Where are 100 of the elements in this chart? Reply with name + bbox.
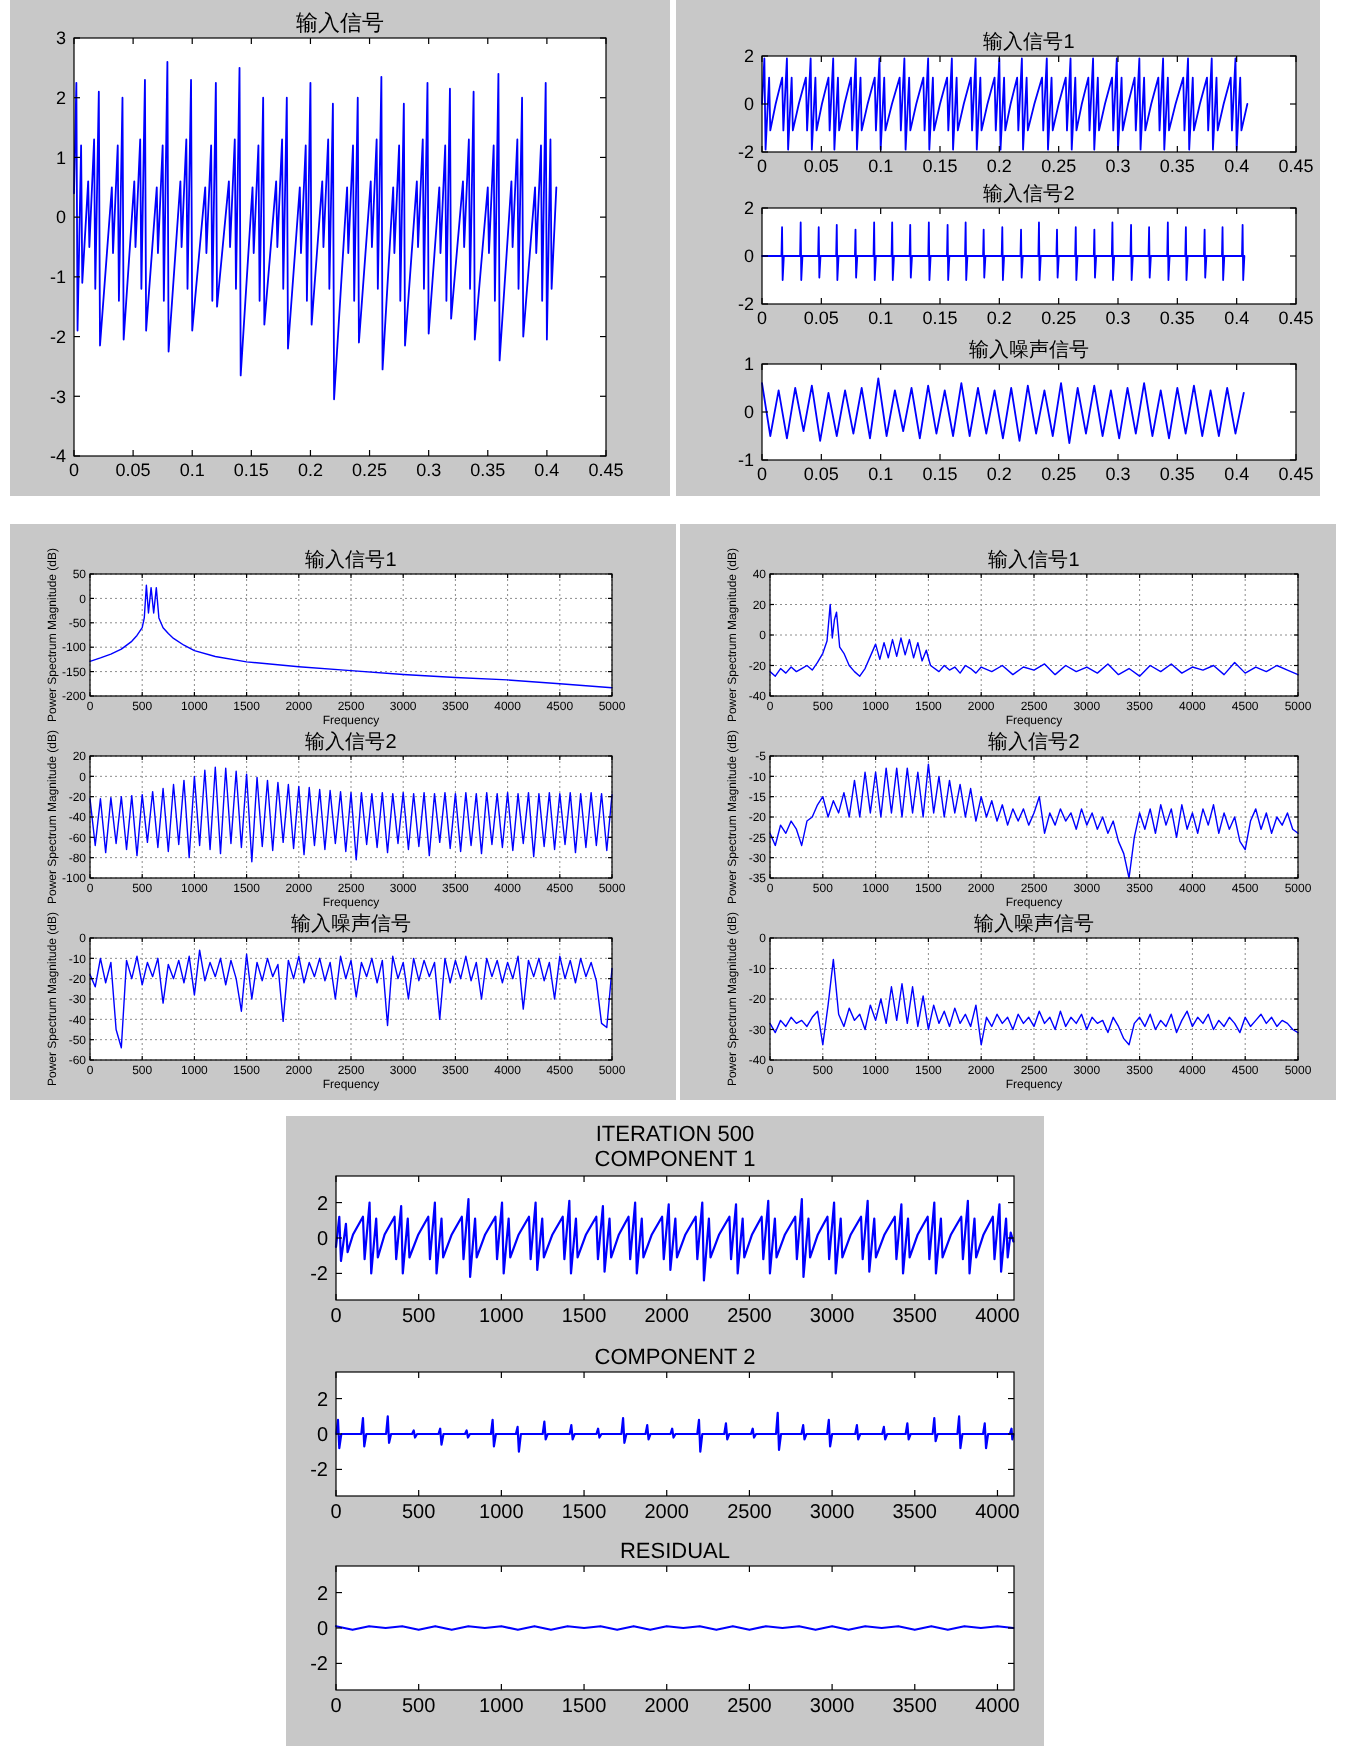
x-tick-label: 3000 <box>809 1306 856 1328</box>
chart-title: 输入信号1 <box>305 548 398 572</box>
x-tick-label: 0.25 <box>352 460 388 480</box>
x-tick-label: 0.35 <box>1159 464 1195 484</box>
chart-title: COMPONENT 2 <box>594 1346 756 1370</box>
x-tick-label: 0.2 <box>297 460 323 480</box>
x-tick-label: 1500 <box>561 1502 608 1524</box>
x-tick-label: 0.25 <box>1041 464 1077 484</box>
x-tick-label: 0.25 <box>1041 308 1077 328</box>
x-tick-label: 500 <box>402 1306 437 1328</box>
x-tick-label: 0.35 <box>470 460 506 480</box>
x-tick-label: 4000 <box>975 1306 1021 1328</box>
x-tick-label: 500 <box>402 1502 437 1524</box>
x-tick-label: 3500 <box>892 1306 938 1328</box>
y-tick-label: -1 <box>737 450 754 471</box>
y-tick-label: -2 <box>737 294 754 315</box>
x-tick-label: 1000 <box>479 1696 525 1718</box>
x-tick-label: 0.35 <box>1159 308 1195 328</box>
x-tick-label: 0 <box>330 1502 343 1524</box>
x-tick-label: 0.3 <box>1105 308 1131 328</box>
chart-title: 输入信号2 <box>983 182 1076 206</box>
x-tick-label: 0.45 <box>588 460 624 480</box>
y-tick-label: 1 <box>55 147 66 168</box>
x-tick-label: 0.15 <box>922 308 958 328</box>
chart-title: 输入信号2 <box>988 730 1081 754</box>
chart-title: ITERATION 500 <box>595 1122 755 1147</box>
x-tick-label: 3000 <box>809 1696 856 1718</box>
x-tick-label: 2000 <box>644 1502 690 1524</box>
x-tick-label: 0.45 <box>1278 308 1314 328</box>
x-tick-label: 3500 <box>892 1696 938 1718</box>
y-tick-label: -1 <box>49 267 66 288</box>
y-tick-label: -2 <box>310 1460 329 1483</box>
x-tick-label: 3000 <box>809 1502 856 1524</box>
chart-title: 输入噪声信号 <box>969 338 1089 362</box>
x-tick-label: 3500 <box>892 1502 938 1524</box>
x-tick-label: 500 <box>402 1696 437 1718</box>
x-tick-label: 0.4 <box>1224 308 1250 328</box>
chart-title: 输入噪声信号 <box>974 912 1094 936</box>
x-tick-label: 0.1 <box>868 464 894 484</box>
x-tick-label: 0.4 <box>534 460 560 480</box>
y-tick-label: -2 <box>310 1654 329 1677</box>
y-tick-label: 0 <box>743 94 754 115</box>
y-tick-label: 3 <box>55 28 66 49</box>
x-tick-label: 0.05 <box>803 464 839 484</box>
x-tick-label: 4000 <box>975 1502 1021 1524</box>
y-tick-label: -3 <box>49 386 66 407</box>
x-tick-label: 0.15 <box>233 460 269 480</box>
chart-title: 输入信号2 <box>305 730 398 754</box>
x-tick-label: 0.4 <box>1224 156 1250 176</box>
x-tick-label: 2500 <box>727 1306 773 1328</box>
y-tick-label: 1 <box>743 354 754 375</box>
x-tick-label: 0.05 <box>803 308 839 328</box>
x-tick-label: 0.15 <box>922 464 958 484</box>
x-tick-label: 0.2 <box>986 464 1012 484</box>
y-tick-label: -4 <box>49 446 66 467</box>
x-tick-label: 2500 <box>727 1696 773 1718</box>
x-tick-label: 1500 <box>561 1696 608 1718</box>
x-tick-label: 0 <box>330 1306 343 1328</box>
x-tick-label: 0.05 <box>115 460 151 480</box>
y-tick-label: 0 <box>316 1619 329 1641</box>
y-tick-label: -2 <box>737 142 754 163</box>
x-tick-label: 2000 <box>644 1306 690 1328</box>
x-tick-label: 0.45 <box>1278 464 1314 484</box>
chart-title: 输入信号 <box>296 10 384 36</box>
x-tick-label: 0 <box>330 1696 343 1718</box>
x-tick-label: 1000 <box>479 1502 525 1524</box>
y-tick-label: 0 <box>743 402 754 423</box>
chart-title: 输入信号1 <box>983 30 1076 54</box>
x-tick-label: 1500 <box>561 1306 608 1328</box>
y-tick-label: 0 <box>743 246 754 267</box>
x-tick-label: 4000 <box>975 1696 1021 1718</box>
x-tick-label: 2500 <box>727 1502 773 1524</box>
x-tick-label: 0.15 <box>922 156 958 176</box>
y-tick-label: 0 <box>55 207 66 228</box>
chart-title: RESIDUAL <box>619 1540 731 1564</box>
x-tick-label: 0.3 <box>1105 156 1131 176</box>
y-tick-label: -2 <box>310 1264 329 1287</box>
x-tick-label: 1000 <box>479 1306 525 1328</box>
x-tick-label: 0.2 <box>986 156 1012 176</box>
y-tick-label: -2 <box>49 326 66 347</box>
y-tick-label: 0 <box>316 1229 329 1251</box>
y-tick-label: 2 <box>743 198 754 219</box>
y-tick-label: 2 <box>743 46 754 67</box>
x-tick-label: 0.1 <box>868 308 894 328</box>
x-tick-label: 0.05 <box>803 156 839 176</box>
x-tick-label: 0.2 <box>986 308 1012 328</box>
x-tick-label: 0.3 <box>416 460 442 480</box>
chart-title: 输入信号1 <box>988 548 1081 572</box>
x-tick-label: 0.1 <box>868 156 894 176</box>
y-tick-label: 2 <box>316 1193 329 1216</box>
x-tick-label: 0.45 <box>1278 156 1314 176</box>
chart-subtitle: COMPONENT 1 <box>594 1148 756 1172</box>
y-tick-label: 2 <box>316 1583 329 1606</box>
x-tick-label: 0.25 <box>1041 156 1077 176</box>
y-tick-label: 0 <box>316 1425 329 1447</box>
y-tick-label: 2 <box>55 88 66 109</box>
x-tick-label: 0.4 <box>1224 464 1250 484</box>
x-tick-label: 2000 <box>644 1696 690 1718</box>
x-tick-label: 0.1 <box>179 460 205 480</box>
chart-title: 输入噪声信号 <box>291 912 411 936</box>
